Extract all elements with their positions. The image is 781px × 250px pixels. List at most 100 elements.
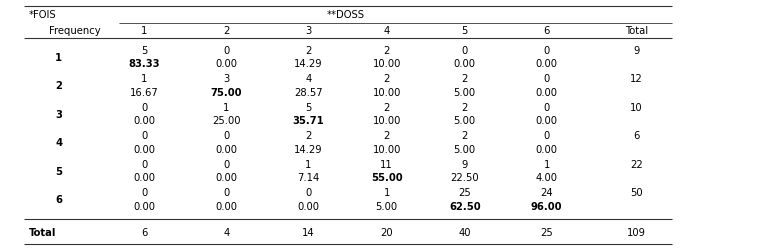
Text: 5.00: 5.00 [454,88,476,98]
Text: 2: 2 [462,131,468,141]
Text: 12: 12 [630,74,643,84]
Text: 0: 0 [544,74,550,84]
Text: 1: 1 [544,159,550,169]
Text: 3: 3 [223,74,230,84]
Text: Total: Total [625,26,648,36]
Text: 25: 25 [458,188,471,198]
Text: 1: 1 [305,159,312,169]
Text: 4: 4 [55,138,62,148]
Text: 3: 3 [55,109,62,119]
Text: 5: 5 [55,166,62,176]
Text: 2: 2 [383,102,390,113]
Text: 20: 20 [380,228,393,237]
Text: 5: 5 [462,26,468,36]
Text: 16.67: 16.67 [130,88,159,98]
Text: 7.14: 7.14 [298,173,319,183]
Text: 0.00: 0.00 [536,144,558,154]
Text: 0.00: 0.00 [134,201,155,211]
Text: Frequency: Frequency [48,26,100,36]
Text: 0: 0 [223,188,230,198]
Text: 55.00: 55.00 [371,173,402,183]
Text: 6: 6 [55,194,62,204]
Text: 2: 2 [223,26,230,36]
Text: 0.00: 0.00 [216,201,237,211]
Text: 10.00: 10.00 [373,59,401,69]
Text: 0.00: 0.00 [134,144,155,154]
Text: 22.50: 22.50 [451,173,479,183]
Text: 0: 0 [223,159,230,169]
Text: 2: 2 [383,131,390,141]
Text: 10.00: 10.00 [373,116,401,126]
Text: 5.00: 5.00 [454,116,476,126]
Text: 5.00: 5.00 [376,201,398,211]
Text: 4.00: 4.00 [536,173,558,183]
Text: 2: 2 [55,81,62,91]
Text: 0: 0 [223,46,230,56]
Text: 2: 2 [462,74,468,84]
Text: 1: 1 [141,26,148,36]
Text: 0.00: 0.00 [536,59,558,69]
Text: 3: 3 [305,26,312,36]
Text: 62.50: 62.50 [449,201,480,211]
Text: 14: 14 [302,228,315,237]
Text: 0.00: 0.00 [216,144,237,154]
Text: 0.00: 0.00 [216,59,237,69]
Text: 0: 0 [544,131,550,141]
Text: 0: 0 [141,159,148,169]
Text: 1: 1 [55,52,62,62]
Text: 2: 2 [383,74,390,84]
Text: 0.00: 0.00 [134,116,155,126]
Text: 83.33: 83.33 [129,59,160,69]
Text: 0: 0 [223,131,230,141]
Text: 0: 0 [305,188,312,198]
Text: 0.00: 0.00 [216,173,237,183]
Text: 1: 1 [223,102,230,113]
Text: 50: 50 [630,188,643,198]
Text: 0.00: 0.00 [454,59,476,69]
Text: 4: 4 [223,228,230,237]
Text: 0.00: 0.00 [536,116,558,126]
Text: 4: 4 [305,74,312,84]
Text: 2: 2 [305,131,312,141]
Text: 9: 9 [633,46,640,56]
Text: 96.00: 96.00 [531,201,562,211]
Text: 109: 109 [627,228,646,237]
Text: 0: 0 [462,46,468,56]
Text: 6: 6 [633,131,640,141]
Text: 10: 10 [630,102,643,113]
Text: 2: 2 [462,102,468,113]
Text: 35.71: 35.71 [293,116,324,126]
Text: 22: 22 [630,159,643,169]
Text: 14.29: 14.29 [294,144,323,154]
Text: 28.57: 28.57 [294,88,323,98]
Text: 25.00: 25.00 [212,116,241,126]
Text: 5: 5 [141,46,148,56]
Text: Total: Total [29,228,56,237]
Text: 0: 0 [544,46,550,56]
Text: 0: 0 [141,102,148,113]
Text: 9: 9 [462,159,468,169]
Text: 5: 5 [305,102,312,113]
Text: 2: 2 [305,46,312,56]
Text: 10.00: 10.00 [373,88,401,98]
Text: 11: 11 [380,159,393,169]
Text: 0.00: 0.00 [536,88,558,98]
Text: 0: 0 [141,131,148,141]
Text: 6: 6 [544,26,550,36]
Text: **DOSS: **DOSS [326,10,365,20]
Text: 40: 40 [458,228,471,237]
Text: 14.29: 14.29 [294,59,323,69]
Text: 4: 4 [383,26,390,36]
Text: 0.00: 0.00 [134,173,155,183]
Text: 2: 2 [383,46,390,56]
Text: 5.00: 5.00 [454,144,476,154]
Text: *FOIS: *FOIS [29,10,56,20]
Text: 75.00: 75.00 [211,88,242,98]
Text: 1: 1 [383,188,390,198]
Text: 1: 1 [141,74,148,84]
Text: 0: 0 [141,188,148,198]
Text: 0: 0 [544,102,550,113]
Text: 10.00: 10.00 [373,144,401,154]
Text: 25: 25 [540,228,553,237]
Text: 24: 24 [540,188,553,198]
